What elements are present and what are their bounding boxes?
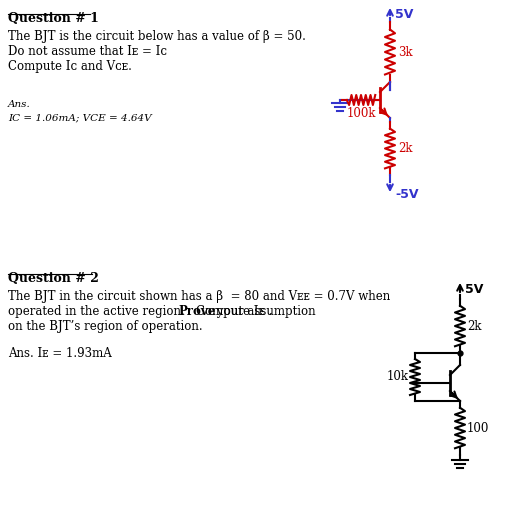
Text: 2k: 2k (466, 319, 481, 333)
Text: 100: 100 (466, 421, 488, 434)
Text: Do not assume that Iᴇ = Iᴄ: Do not assume that Iᴇ = Iᴄ (8, 45, 167, 58)
Text: 100k: 100k (345, 107, 375, 120)
Text: -5V: -5V (394, 188, 418, 201)
Text: The BJT in the circuit shown has a β  = 80 and Vᴇᴇ = 0.7V when: The BJT in the circuit shown has a β = 8… (8, 290, 389, 303)
Text: operated in the active region.   Compute Iᴇ .: operated in the active region. Compute I… (8, 305, 287, 318)
Text: Ans. Iᴇ = 1.93mA: Ans. Iᴇ = 1.93mA (8, 347, 112, 360)
Text: Question # 2: Question # 2 (8, 272, 98, 285)
Text: Compute Iᴄ and Vᴄᴇ.: Compute Iᴄ and Vᴄᴇ. (8, 60, 132, 73)
Text: on the BJT’s region of operation.: on the BJT’s region of operation. (8, 320, 202, 333)
Text: 10k: 10k (386, 371, 408, 383)
Text: IC = 1.06mA; VCE = 4.64V: IC = 1.06mA; VCE = 4.64V (8, 113, 152, 122)
Text: The BJT is the circuit below has a value of β = 50.: The BJT is the circuit below has a value… (8, 30, 305, 43)
Text: 3k: 3k (397, 46, 412, 58)
Text: Question # 1: Question # 1 (8, 12, 98, 25)
Text: 2k: 2k (397, 142, 412, 155)
Text: Prove: Prove (178, 305, 215, 318)
Text: Ans.: Ans. (8, 100, 31, 109)
Text: your assumption: your assumption (213, 305, 315, 318)
Text: 5V: 5V (394, 8, 413, 21)
Text: 5V: 5V (464, 283, 482, 296)
